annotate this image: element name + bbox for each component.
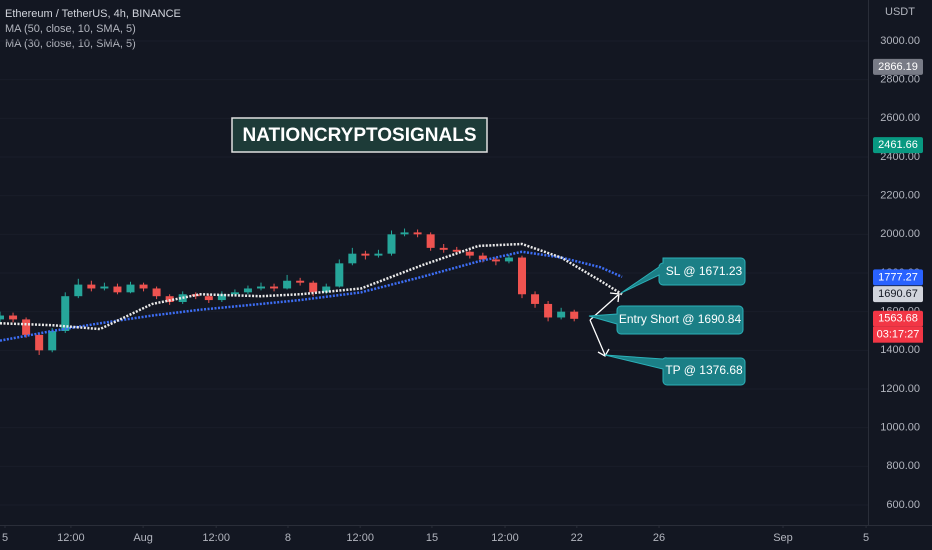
- price-tag: [873, 286, 923, 303]
- candle-body: [191, 294, 200, 297]
- price-tag-label: 1690.67: [878, 288, 918, 300]
- currency-label: USDT: [885, 6, 915, 18]
- candle-body: [426, 234, 435, 248]
- candle-body: [243, 288, 252, 293]
- price-tag: [873, 137, 923, 154]
- y-tick-label: 2400.00: [880, 151, 920, 163]
- x-tick-label: 5: [2, 532, 8, 544]
- watermark-box: [231, 117, 488, 153]
- candle-body: [518, 257, 526, 295]
- candle-body: [230, 292, 239, 295]
- candle-body: [9, 315, 18, 320]
- tp-label: TP @ 1376.68: [665, 363, 743, 377]
- arrow-down: [589, 319, 610, 357]
- y-tick-label: 2200.00: [880, 190, 920, 202]
- candle-body: [22, 319, 31, 335]
- candle-body: [74, 284, 83, 297]
- candle-body: [217, 294, 226, 301]
- x-tick-label: 5: [863, 532, 869, 544]
- watermark: NATIONCRYPTOSIGNALS: [243, 125, 477, 146]
- price-tag: [873, 58, 923, 75]
- candle-body: [204, 296, 213, 301]
- candle-body: [387, 234, 396, 254]
- arrows: [589, 292, 620, 357]
- y-tick-label: 800.00: [886, 460, 920, 472]
- candle-body: [413, 232, 422, 235]
- y-tick-label: 2600.00: [880, 112, 920, 124]
- candle-body: [113, 286, 122, 293]
- candle-body: [257, 286, 265, 289]
- candle-body: [126, 284, 135, 293]
- y-tick-label: 1400.00: [880, 344, 920, 356]
- candle-body: [439, 247, 448, 250]
- y-tick-label: 3000.00: [880, 35, 920, 47]
- x-tick-label: 8: [285, 532, 291, 544]
- entry-label: Entry Short @ 1690.84: [619, 312, 742, 326]
- x-tick-label: 12:00: [346, 532, 374, 544]
- candle-body: [465, 251, 474, 256]
- candle-body: [87, 284, 96, 289]
- candle-body: [322, 286, 331, 293]
- candle-body: [48, 331, 57, 351]
- candle-body: [165, 296, 174, 302]
- price-tag: [873, 310, 923, 327]
- y-tick-label: 2800.00: [880, 74, 920, 86]
- candle-body: [296, 280, 305, 283]
- candle-body: [478, 255, 487, 260]
- candle-body: [283, 280, 292, 289]
- candle-body: [570, 311, 579, 319]
- price-tag-label: 1777.27: [878, 271, 918, 283]
- symbol-title: Ethereum / TetherUS, 4h, BINANCE: [5, 8, 181, 20]
- candle-body: [152, 288, 161, 297]
- candle-body: [270, 286, 279, 289]
- y-tick-label: 2000.00: [880, 228, 920, 240]
- y-tick-label: 1000.00: [880, 422, 920, 434]
- candle-body: [400, 232, 409, 235]
- candle-body: [335, 263, 344, 287]
- moving-average: [0, 242, 623, 331]
- candle-body: [557, 311, 566, 318]
- candle-body: [100, 286, 109, 289]
- candle-body: [504, 257, 513, 262]
- price-tag-label: 1563.68: [878, 313, 918, 325]
- legend-entry: MA (50, close, 10, SMA, 5): [5, 23, 136, 35]
- candle-body: [531, 294, 540, 304]
- candle-body: [544, 303, 553, 318]
- x-tick-label: 12:00: [202, 532, 230, 544]
- countdown-box: [873, 326, 923, 343]
- candle-body: [491, 259, 500, 262]
- entry-callout: [588, 305, 744, 335]
- price-tag: [873, 269, 923, 286]
- legend-entry: MA (30, close, 10, SMA, 5): [5, 38, 136, 50]
- x-tick-label: 22: [571, 532, 583, 544]
- candle-body: [361, 253, 370, 256]
- y-tick-label: 1200.00: [880, 383, 920, 395]
- candle-body: [35, 334, 44, 351]
- candle-body: [0, 315, 4, 320]
- candle-body: [139, 284, 148, 289]
- sl-callout: [620, 257, 746, 294]
- candle-body: [348, 253, 357, 264]
- moving-average: [0, 250, 623, 342]
- candle-body: [309, 282, 318, 293]
- countdown: 03:17:27: [877, 329, 920, 341]
- sl-label: SL @ 1671.23: [666, 264, 743, 278]
- tp-callout: [604, 354, 746, 386]
- x-tick-label: 12:00: [57, 532, 85, 544]
- price-tag-label: 2461.66: [878, 139, 918, 151]
- x-tick-label: 15: [426, 532, 438, 544]
- candle-body: [61, 296, 70, 331]
- candle-body: [374, 253, 383, 256]
- x-tick-label: Sep: [773, 532, 793, 544]
- y-tick-label: 600.00: [886, 499, 920, 511]
- x-tick-label: Aug: [133, 532, 153, 544]
- price-tag-label: 2866.19: [878, 61, 918, 73]
- candle-body: [452, 249, 461, 252]
- x-tick-label: 12:00: [491, 532, 519, 544]
- x-tick-label: 26: [653, 532, 665, 544]
